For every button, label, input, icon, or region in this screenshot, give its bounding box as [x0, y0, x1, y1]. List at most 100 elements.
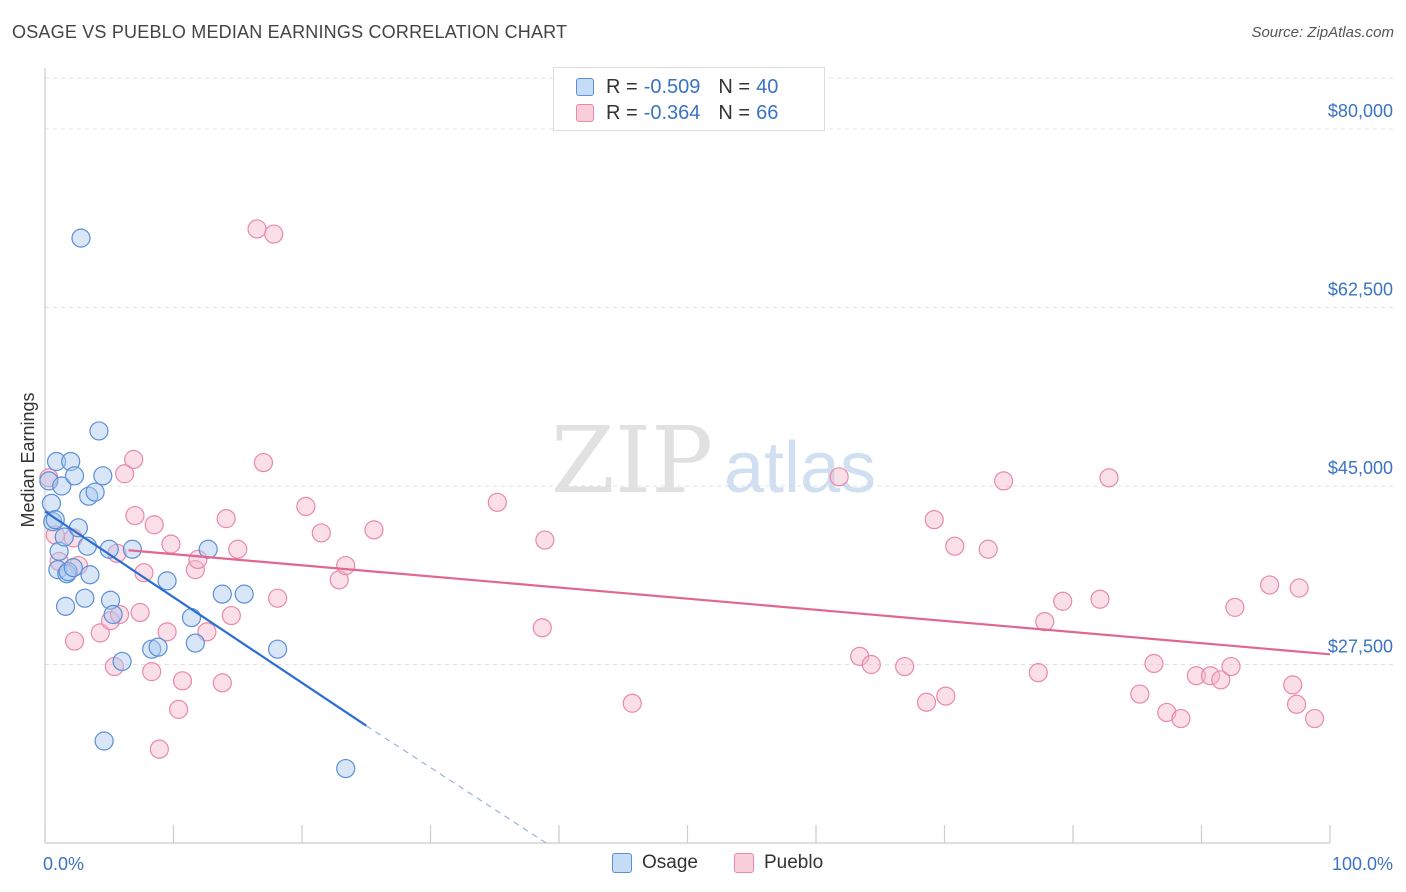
- pueblo-point: [1211, 670, 1231, 690]
- pueblo-point: [64, 631, 85, 651]
- series-legend: Osage Pueblo: [0, 852, 1406, 878]
- pueblo-point: [172, 671, 193, 691]
- y-tick-label: $45,000: [1328, 458, 1393, 478]
- pueblo-point: [1221, 656, 1241, 677]
- grid-lines: [45, 77, 1395, 665]
- pueblo-point: [247, 219, 267, 239]
- pueblo-point: [1171, 708, 1191, 729]
- pueblo-point: [1099, 468, 1119, 488]
- axis-labels: $27,500 $45,000 $62,500 $80,000 0.0% 100.0% Me…: [18, 101, 1393, 874]
- legend-item-osage[interactable]: Osage: [612, 852, 698, 874]
- pueblo-point: [197, 622, 217, 642]
- osage-point: [267, 639, 288, 659]
- osage-n-value: 40: [756, 75, 779, 98]
- osage-n-label: N =: [718, 75, 751, 98]
- pueblo-r-label: R =: [606, 101, 638, 124]
- source-label: Source: ZipAtlas.com: [1251, 24, 1394, 41]
- x-tick-label-left: 0.0%: [43, 854, 84, 874]
- axes: [44, 68, 1331, 844]
- osage-legend-label: Osage: [642, 852, 698, 873]
- osage-point: [75, 588, 95, 608]
- legend-item-pueblo[interactable]: Pueblo: [734, 852, 823, 874]
- osage-point: [336, 758, 356, 779]
- osage-point: [185, 633, 205, 653]
- pueblo-point: [144, 515, 164, 535]
- trend-lines: [44, 510, 1331, 844]
- pueblo-point: [994, 471, 1014, 491]
- watermark-zip: ZIP: [551, 407, 713, 514]
- pueblo-point: [228, 539, 248, 559]
- pueblo-point: [936, 686, 956, 706]
- osage-point: [93, 466, 113, 486]
- pueblo-point: [364, 520, 384, 540]
- pueblo-point: [115, 464, 135, 484]
- pueblo-point: [535, 530, 555, 550]
- pueblo-point: [149, 739, 169, 759]
- osage-point: [181, 607, 202, 628]
- pueblo-point: [945, 536, 965, 556]
- osage-point: [54, 527, 74, 547]
- pueblo-point: [157, 622, 177, 642]
- pueblo-point: [532, 618, 552, 638]
- osage-point: [94, 731, 114, 751]
- pueblo-point: [1186, 666, 1206, 686]
- pueblo-point: [130, 602, 150, 623]
- pueblo-point: [90, 623, 110, 643]
- osage-point: [49, 541, 69, 561]
- osage-point: [85, 482, 105, 502]
- osage-point: [41, 493, 62, 513]
- y-tick-label: $80,000: [1328, 101, 1393, 121]
- pueblo-point: [267, 588, 288, 608]
- osage-swatch: [576, 78, 594, 96]
- pueblo-point: [336, 555, 356, 576]
- legend-row-pueblo: R = -0.364 N = 66: [576, 101, 778, 125]
- pueblo-point: [1130, 684, 1150, 704]
- pueblo-n-value: 66: [756, 101, 779, 124]
- legend-row-osage: R = -0.509 N = 40: [576, 75, 778, 99]
- osage-point: [80, 565, 100, 585]
- osage-point: [234, 584, 254, 604]
- pueblo-point: [487, 492, 507, 512]
- osage-point: [71, 228, 91, 248]
- x-tick-label-right: 100.0%: [1332, 854, 1393, 874]
- pueblo-point: [1286, 694, 1307, 714]
- pueblo-point: [622, 693, 642, 713]
- osage-point: [55, 596, 76, 616]
- pueblo-trend-line: [128, 549, 1331, 656]
- osage-point: [89, 421, 109, 441]
- pueblo-point: [1283, 675, 1303, 695]
- y-tick-label: $62,500: [1328, 280, 1393, 300]
- osage-point: [39, 471, 59, 491]
- pueblo-point: [124, 449, 144, 470]
- osage-point: [52, 476, 72, 496]
- osage-point: [122, 539, 142, 559]
- osage-point: [157, 571, 177, 591]
- pueblo-point: [109, 604, 130, 625]
- osage-point: [148, 637, 168, 657]
- pueblo-legend-swatch: [734, 853, 754, 873]
- pueblo-point: [1260, 575, 1280, 595]
- osage-point: [112, 651, 132, 672]
- pueblo-point: [1144, 653, 1164, 674]
- pueblo-point: [1090, 589, 1110, 609]
- pueblo-point: [296, 496, 316, 516]
- osage-r-label: R =: [606, 75, 638, 98]
- pueblo-point: [253, 452, 274, 473]
- pueblo-point: [978, 539, 998, 559]
- chart-title: OSAGE VS PUEBLO MEDIAN EARNINGS CORRELAT…: [12, 22, 568, 42]
- pueblo-point: [829, 467, 849, 487]
- pueblo-point: [916, 692, 937, 712]
- pueblo-point: [125, 505, 145, 526]
- pueblo-point: [1304, 708, 1325, 729]
- pueblo-point: [924, 510, 944, 530]
- osage-point: [61, 451, 81, 472]
- osage-point: [100, 590, 121, 610]
- osage-point: [103, 604, 123, 625]
- pueblo-point: [1157, 702, 1177, 723]
- pueblo-point: [221, 605, 241, 626]
- osage-point: [64, 466, 85, 486]
- pueblo-point: [1225, 597, 1245, 617]
- osage-trend-line: [44, 510, 367, 727]
- pueblo-point: [895, 656, 915, 677]
